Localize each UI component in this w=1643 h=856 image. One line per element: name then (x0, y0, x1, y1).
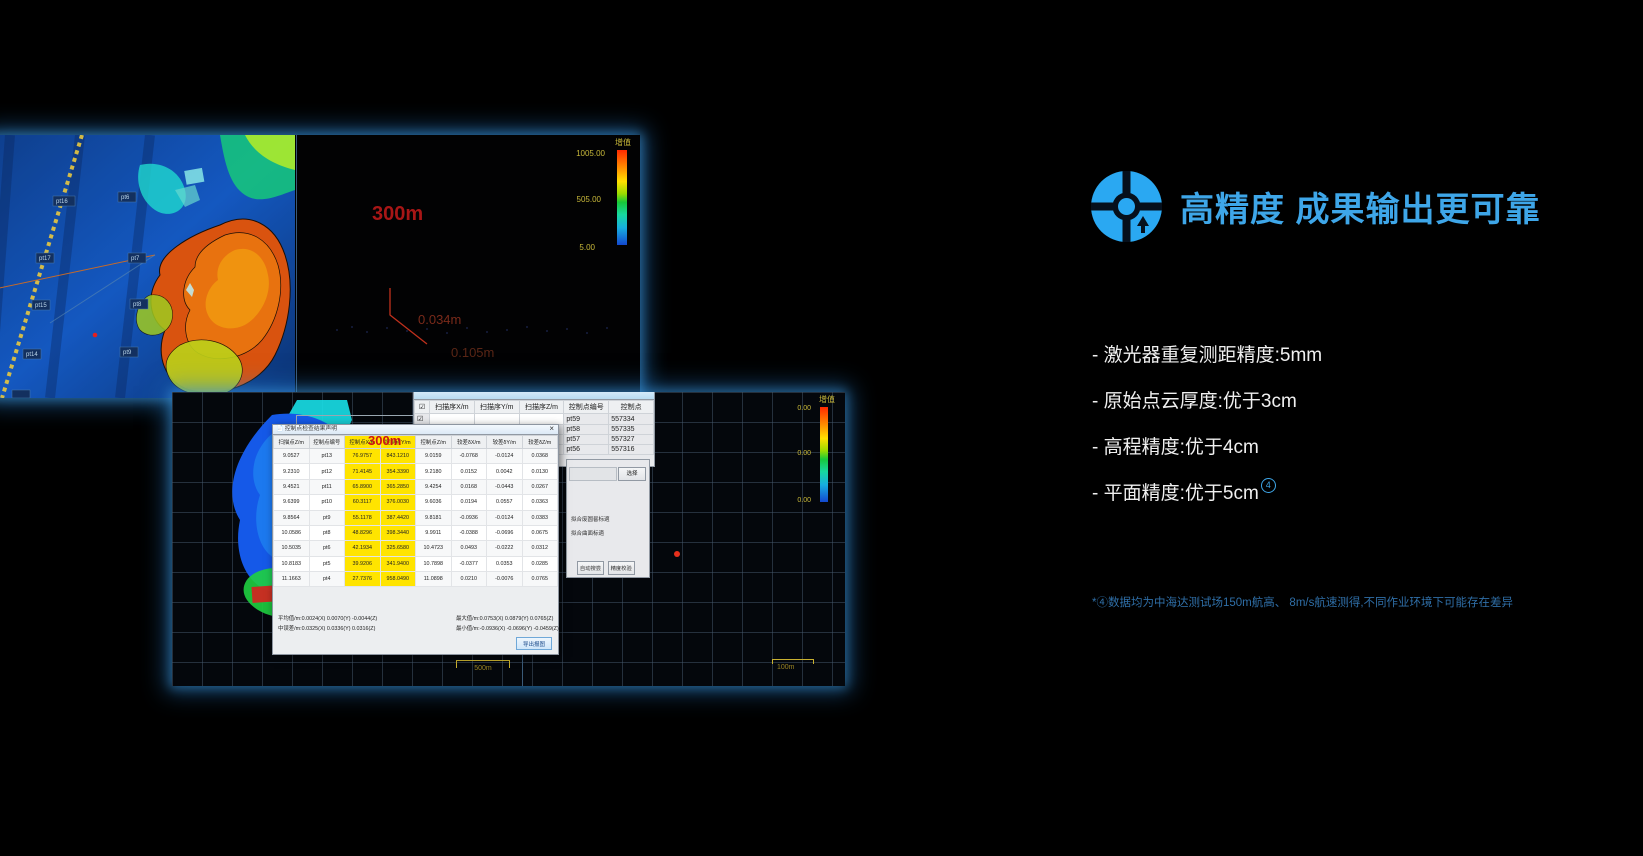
svg-text:pt6: pt6 (121, 195, 130, 201)
svg-text:pt14: pt14 (26, 352, 38, 358)
svg-text:pt7: pt7 (131, 256, 140, 262)
svg-text:pt15: pt15 (35, 303, 47, 309)
svg-text:pt8: pt8 (133, 302, 142, 308)
svg-text:pt16: pt16 (56, 199, 68, 205)
svg-text:pt9: pt9 (123, 350, 132, 356)
svg-text:pt17: pt17 (39, 256, 51, 262)
